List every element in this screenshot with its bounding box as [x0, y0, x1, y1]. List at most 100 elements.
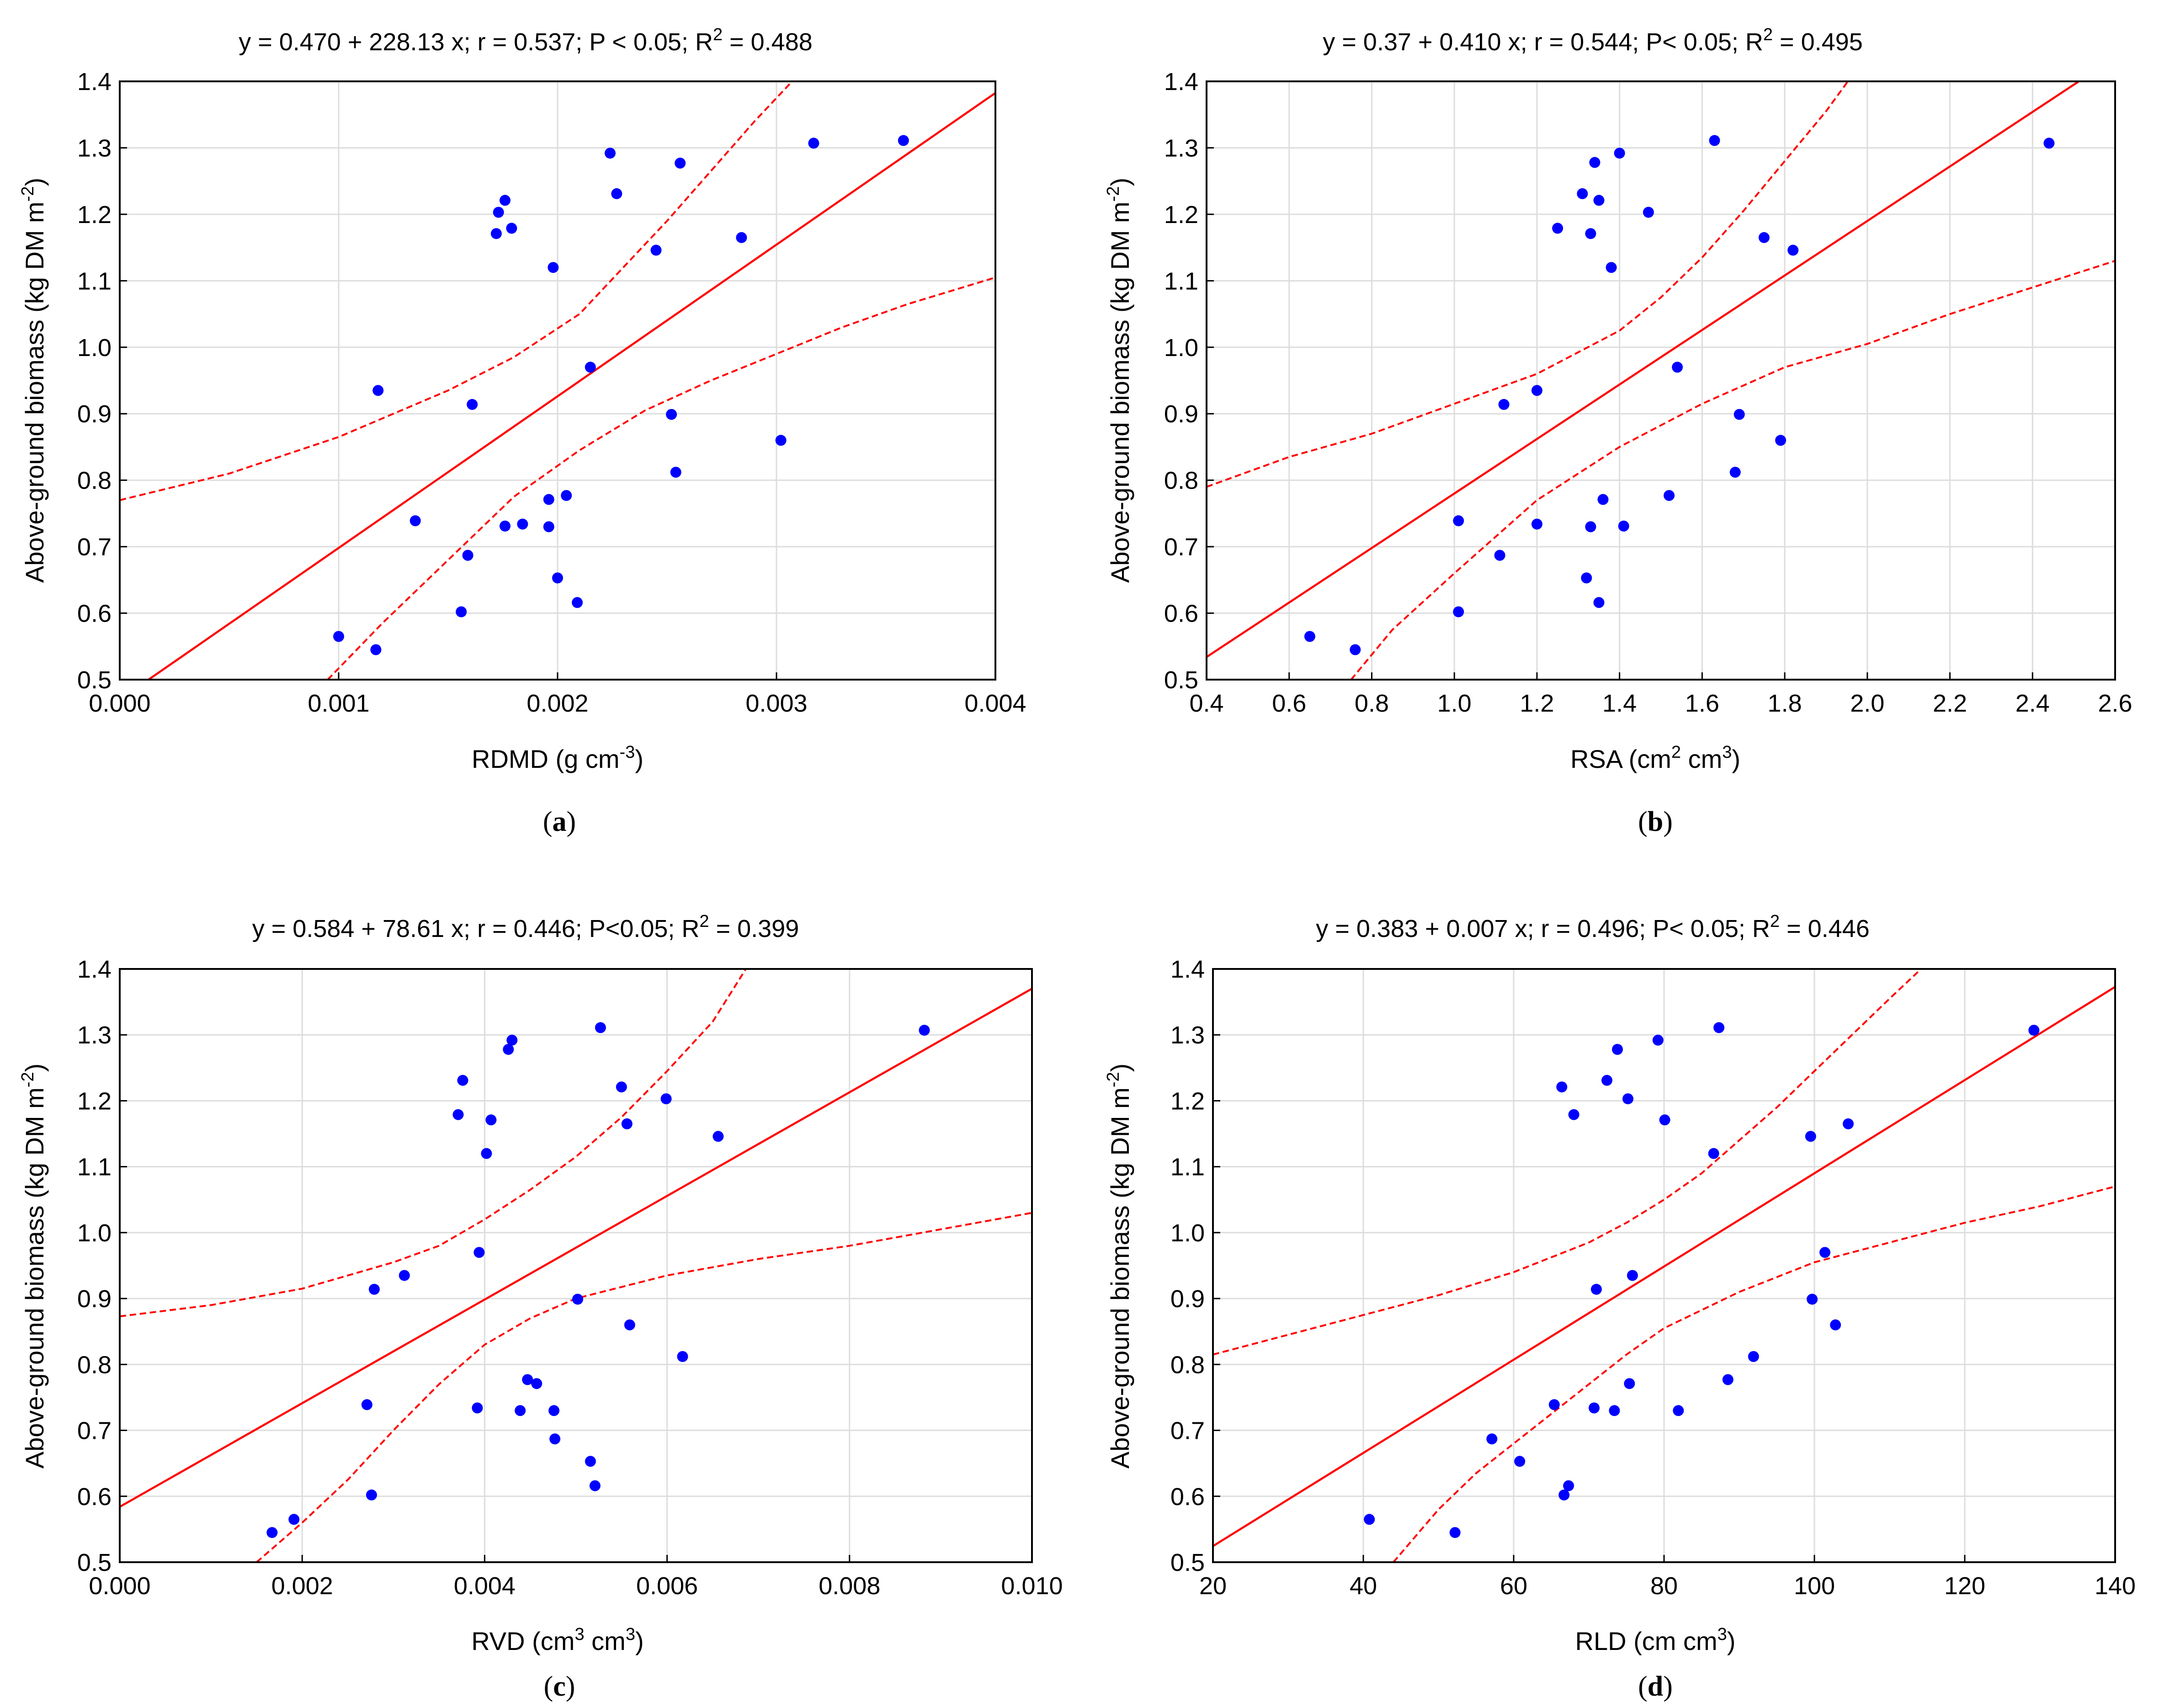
- panel-c-equation: y = 0.584 + 78.61 x; r = 0.446; P<0.05; …: [252, 912, 799, 942]
- panel-b-data-point: [1614, 148, 1625, 159]
- panel-b-y-tick-label: 1.4: [1164, 68, 1198, 96]
- panel-b-y-tick-label: 1.0: [1164, 334, 1198, 362]
- panel-d-frame: [1212, 968, 2116, 1563]
- panel-d-y-tick-label: 0.5: [1170, 1549, 1205, 1576]
- panel-c-data-point: [399, 1270, 410, 1281]
- panel-b-data-point: [1552, 223, 1563, 234]
- panel-a-data-point: [467, 399, 478, 410]
- panel-c-data-point: [713, 1131, 724, 1142]
- panel-b-y-tick-label: 1.3: [1164, 134, 1198, 162]
- panel-a-data-point: [333, 631, 344, 642]
- panel-d-data-point: [1659, 1114, 1670, 1126]
- panel-c-y-tick-label: 1.4: [77, 956, 112, 983]
- panel-d-data-point: [1364, 1514, 1375, 1525]
- panel-d-data-point: [1713, 1022, 1725, 1033]
- panel-c-data-point: [595, 1022, 606, 1033]
- panel-a-x-tick-label: 0.003: [745, 690, 807, 717]
- panel-a-data-point: [493, 207, 504, 218]
- panel-a-data-point: [670, 467, 681, 478]
- panel-c-data-point: [572, 1293, 583, 1305]
- panel-a-regression-line: [147, 92, 995, 680]
- panel-c-regression-line: [120, 988, 1032, 1508]
- panel-d-y-tick-label: 1.0: [1170, 1219, 1205, 1247]
- panel-b-x-tick-label: 2.2: [1933, 690, 1967, 717]
- panel-b-data-point: [2043, 138, 2055, 149]
- panel-b-y-tick-label: 0.7: [1164, 533, 1198, 561]
- panel-b-data-point: [1585, 521, 1596, 532]
- panel-b-x-tick-label: 1.6: [1685, 690, 1719, 717]
- panel-d-x-tick-label: 100: [1794, 1572, 1835, 1600]
- panel-c-data-point: [660, 1093, 672, 1105]
- panel-a-data-point: [666, 409, 677, 420]
- panel-d-ci-lower-line: [1393, 1185, 2115, 1562]
- panel-b-data-point: [1585, 228, 1596, 239]
- panel-a-y-tick-label: 1.1: [77, 267, 112, 295]
- panel-b-data-point: [1758, 232, 1770, 243]
- panel-c-y-tick-label: 0.8: [77, 1351, 112, 1378]
- panel-a-plot: 0.000 0.001 0.002 0.003 0.004 0.5 0.6 0.7 0.8 0.9…: [77, 68, 1026, 717]
- panel-d-data-point: [1514, 1456, 1526, 1467]
- panel-d-y-tick-label: 1.2: [1170, 1087, 1205, 1115]
- panel-a-y-tick-label: 0.5: [77, 666, 112, 694]
- panel-d-x-tick-label: 80: [1650, 1572, 1678, 1600]
- panel-d-data-point: [1722, 1374, 1734, 1385]
- panel-c-frame: [119, 968, 1033, 1563]
- panel-c-data-point: [549, 1433, 561, 1445]
- panel-b-x-tick-label: 2.6: [2098, 690, 2132, 717]
- panel-a-tag: (a): [543, 806, 576, 837]
- panel-a-x-tick-label: 0.002: [526, 690, 588, 717]
- panel-a-data-point: [572, 597, 583, 608]
- panel-d-y-tick-label: 1.3: [1170, 1022, 1205, 1049]
- panel-d-data-point: [1612, 1044, 1623, 1055]
- panel-d-equation: y = 0.383 + 0.007 x; r = 0.496; P< 0.05;…: [1316, 912, 1870, 942]
- panel-b-x-tick-label: 2.4: [2015, 690, 2050, 717]
- panel-a-data-point: [675, 157, 686, 169]
- panel-d-data-point: [1601, 1075, 1612, 1086]
- panel-b-data-point: [1581, 572, 1592, 584]
- panel-a-data-point: [611, 188, 622, 199]
- panel-c-x-tick-label: 0.010: [1001, 1572, 1063, 1600]
- panel-b: y = 0.37 + 0.410 x; r = 0.544; P< 0.05; …: [1104, 25, 2132, 837]
- panel-a-x-tick-label: 0.001: [308, 690, 369, 717]
- panel-b-x-axis-label: RSA (cm2 cm3): [1570, 743, 1740, 773]
- panel-c-data-point: [457, 1075, 468, 1086]
- panel-c-y-tick-label: 0.6: [77, 1483, 112, 1511]
- panel-c-y-tick-label: 0.9: [77, 1285, 112, 1313]
- panel-b-plot: 0.4 0.6 0.8 1.0 1.2 1.4 1.6 1.8 2.0 2.2 2.4 2.6 0.5 0…: [1164, 68, 2132, 717]
- panel-b-data-point: [1729, 467, 1741, 478]
- panel-b-x-tick-label: 1.0: [1437, 690, 1472, 717]
- panel-a-data-point: [561, 490, 572, 501]
- panel-d-data-point: [1627, 1270, 1638, 1281]
- panel-b-y-tick-label: 0.8: [1164, 467, 1198, 495]
- panel-a-y-tick-label: 0.7: [77, 533, 112, 561]
- panel-a-data-point: [372, 385, 384, 396]
- panel-b-data-point: [1498, 399, 1510, 410]
- panel-c-tag: (c): [544, 1671, 575, 1702]
- panel-c-y-tick-label: 1.3: [77, 1022, 112, 1049]
- panel-b-x-tick-label: 1.2: [1520, 690, 1554, 717]
- panel-a-data-point: [543, 494, 554, 505]
- panel-a-y-tick-label: 1.0: [77, 334, 112, 362]
- panel-b-data-point: [1494, 550, 1505, 561]
- panel-b-data-point: [1350, 644, 1361, 655]
- panel-b-tag: (b): [1638, 806, 1673, 837]
- panel-d-data-point: [1673, 1405, 1684, 1416]
- panel-b-equation: y = 0.37 + 0.410 x; r = 0.544; P< 0.05; …: [1323, 25, 1862, 56]
- panel-d-data-point: [2028, 1025, 2040, 1036]
- panel-d-x-tick-label: 120: [1944, 1572, 1985, 1600]
- panel-c-data-point: [473, 1247, 485, 1258]
- panel-d-plot: 20 40 60 80 100 120 140 0.5 0.6 0.7 0.8 0.9 1.0 1.1 1.…: [1170, 956, 2136, 1600]
- panel-c-data-point: [621, 1118, 633, 1129]
- panel-a-y-axis-label: Above-ground biomass (kg DM m-2): [18, 178, 49, 583]
- panel-c-data-point: [506, 1034, 518, 1046]
- panel-d-data-point: [1830, 1319, 1841, 1330]
- panel-a-x-tick-label: 0.004: [964, 690, 1026, 717]
- panel-c-data-point: [919, 1025, 930, 1036]
- panel-b-y-tick-label: 0.6: [1164, 600, 1198, 628]
- panel-a-ci-upper-line: [120, 81, 794, 501]
- panel-b-data-point: [1709, 135, 1720, 146]
- panel-d-data-point: [1548, 1399, 1560, 1410]
- panel-c-data-point: [485, 1114, 497, 1126]
- panel-d-x-tick-label: 40: [1350, 1572, 1377, 1600]
